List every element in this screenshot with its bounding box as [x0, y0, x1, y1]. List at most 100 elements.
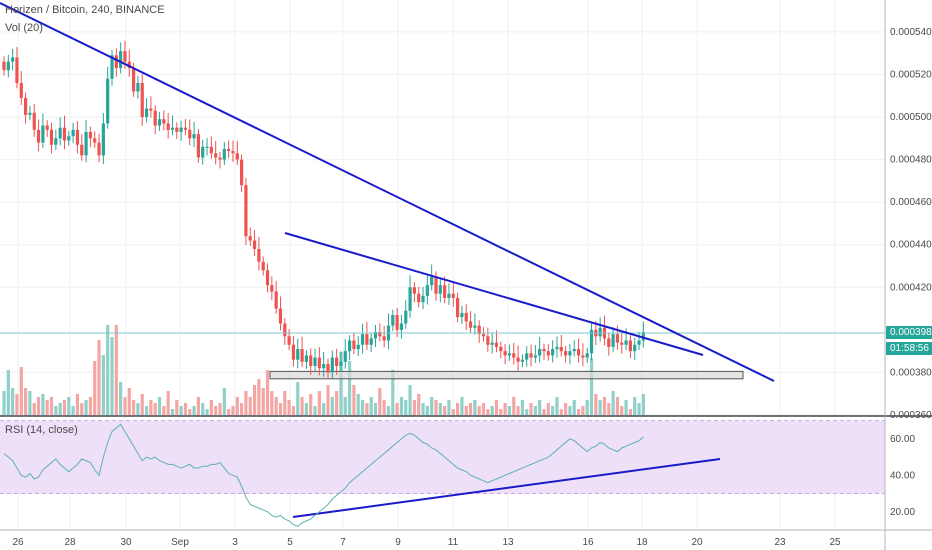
current-price-tag: 0.0003989 — [886, 326, 932, 339]
time-tick-label: 23 — [774, 537, 786, 548]
volume-bar — [551, 406, 555, 415]
candle-body — [140, 83, 144, 118]
volume-bar — [71, 406, 75, 415]
volume-bar — [633, 397, 637, 415]
volume-bar — [512, 397, 516, 415]
volume-bar — [192, 406, 196, 415]
descending-trendline-minor — [284, 232, 704, 356]
candle-body — [620, 342, 624, 345]
candle-body — [615, 334, 620, 343]
volume-bar — [607, 403, 611, 415]
candle-body — [231, 151, 235, 154]
candle-body — [637, 340, 641, 345]
volume-bar — [343, 397, 347, 415]
candle-body — [283, 323, 287, 337]
candle-body — [352, 340, 356, 350]
candle-body — [235, 153, 239, 160]
volume-bar — [218, 403, 222, 415]
volume-bar — [93, 361, 97, 415]
candle-body — [481, 334, 486, 337]
volume-bar — [157, 397, 162, 415]
candle-body — [157, 119, 162, 126]
candle-body — [28, 112, 32, 115]
volume-bar — [304, 403, 308, 415]
candle-body — [477, 325, 481, 335]
volume-bar — [352, 385, 356, 415]
candle-body — [607, 338, 611, 347]
candle-body — [170, 127, 175, 130]
candle-body — [542, 349, 546, 352]
candle-body — [382, 336, 386, 341]
candle-body — [309, 355, 313, 367]
candle-body — [71, 129, 75, 137]
volume-legend: Vol (20) — [5, 22, 43, 34]
candle-body — [54, 138, 58, 145]
candle-body — [205, 146, 209, 148]
candle-body — [144, 108, 149, 118]
volume-bar — [110, 337, 114, 415]
candle-body — [222, 148, 226, 160]
volume-bar — [373, 403, 378, 415]
volume-bar — [559, 409, 563, 415]
volume-bar — [222, 388, 226, 415]
time-tick-label: 20 — [691, 537, 703, 548]
candle-body — [19, 83, 23, 98]
candle-body — [110, 55, 114, 79]
volume-bar — [41, 394, 45, 415]
volume-bar — [348, 361, 352, 415]
price-tick-label: 0.0003600 — [890, 410, 932, 421]
volume-bar — [179, 406, 183, 415]
candle-body — [399, 323, 404, 330]
volume-bar — [317, 391, 321, 415]
candle-body — [572, 349, 576, 352]
candle-body — [486, 336, 490, 345]
volume-bar — [132, 400, 136, 415]
candle-body — [2, 61, 6, 71]
candle-body — [265, 270, 270, 286]
volume-bar — [45, 400, 49, 415]
candle-body — [499, 346, 503, 352]
volume-bar — [19, 367, 23, 415]
volume-bar — [434, 400, 438, 415]
volume-bar — [84, 400, 88, 415]
candle-body — [533, 355, 537, 358]
rsi-title: RSI (14, close) — [5, 424, 78, 436]
candle-body — [395, 314, 399, 330]
rsi-tick-label: 40.00 — [890, 470, 915, 481]
candle-body — [32, 112, 36, 130]
candle-body — [175, 127, 179, 132]
time-tick-label: 25 — [829, 537, 841, 548]
volume-bar — [257, 379, 261, 415]
volume-bar — [408, 385, 412, 415]
volume-bar — [244, 391, 248, 415]
volume-bar — [594, 394, 598, 415]
volume-bar — [67, 397, 71, 415]
candle-body — [300, 349, 304, 362]
current-price-value: 0.0003989 — [890, 327, 932, 338]
rsi-rising-trendline — [292, 458, 721, 518]
volume-bar — [149, 400, 153, 415]
volume-bar — [170, 409, 175, 415]
candle-body — [330, 357, 334, 373]
candle-body — [447, 293, 451, 298]
volume-bar — [443, 406, 447, 415]
time-tick-label: 7 — [340, 537, 346, 548]
candle-body — [162, 119, 166, 124]
volume-bar — [507, 406, 512, 415]
volume-bar — [162, 406, 166, 415]
volume-bar — [140, 394, 144, 415]
descending-trendline-major — [0, 2, 775, 382]
rsi-line — [3, 423, 644, 527]
volume-bar — [300, 397, 304, 415]
volume-bar — [417, 394, 421, 415]
volume-bar — [291, 406, 296, 415]
volume-bar — [106, 325, 110, 415]
volume-bar — [568, 406, 572, 415]
candle-body — [525, 353, 529, 360]
candle-body — [343, 351, 347, 362]
